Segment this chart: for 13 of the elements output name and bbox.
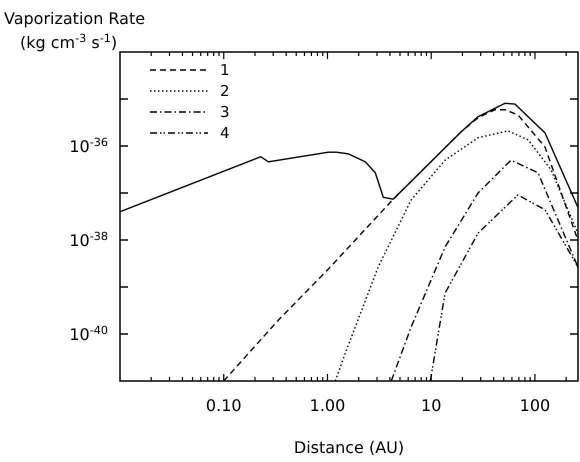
y-tick-label: 10$^{-36}$ <box>69 136 108 156</box>
legend-label: 1 <box>220 61 230 79</box>
x-tick-label: 0.10 <box>206 396 242 415</box>
legend-label: 2 <box>220 82 230 100</box>
y-axis-title: Vaporization Rate (kg cm$^{-3}$ s$^{-1}$) <box>4 9 146 52</box>
y-tick-label: 10$^{-38}$ <box>69 230 108 250</box>
x-tick-label: 1.00 <box>310 396 346 415</box>
x-tick-label: 100 <box>520 396 550 415</box>
x-axis-title: Distance (AU) <box>294 438 404 457</box>
legend-label: 4 <box>220 124 230 142</box>
legend-label: 3 <box>220 103 230 121</box>
y-tick-label: 10$^{-40}$ <box>69 324 108 344</box>
x-tick-label: 10 <box>421 396 442 415</box>
